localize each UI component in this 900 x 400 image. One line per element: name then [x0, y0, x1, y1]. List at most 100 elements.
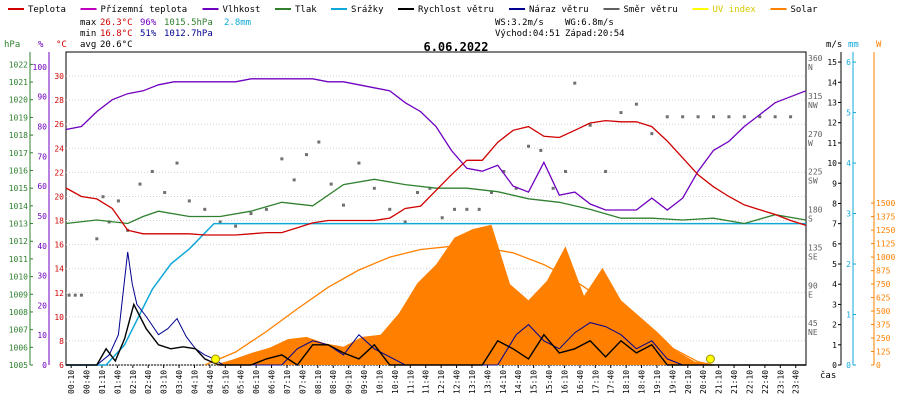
x-tick-label: 13:40	[483, 370, 492, 394]
solar-tick-label: 1500	[876, 199, 895, 208]
wind-dir-point	[789, 115, 793, 119]
x-tick-label: 16:40	[576, 370, 585, 394]
wind-dir-tick-label: 45	[808, 319, 818, 328]
temperature-series-line	[65, 119, 807, 236]
wind-dir-point	[514, 186, 518, 190]
legend-label-0: Teplota	[28, 5, 66, 15]
x-tick-label: 16:10	[560, 370, 569, 394]
wind-dir-point	[712, 115, 715, 119]
humidity-tick-label: 70	[37, 152, 47, 161]
wind-dir-point	[634, 102, 638, 106]
rain-tick-label: 5	[846, 109, 851, 118]
rain-series-line	[66, 222, 806, 366]
x-tick-label: 07:40	[298, 370, 307, 394]
legend-label-8: UV index	[713, 5, 757, 15]
x-tick-label: 14:10	[499, 370, 508, 394]
legend-label-3: Tlak	[295, 5, 317, 15]
humidity-tick-label: 20	[37, 301, 47, 310]
temperature-tick-label: 14	[54, 265, 64, 274]
x-tick-label: 09:10	[345, 370, 354, 394]
pressure-tick-label: 1022	[9, 60, 28, 69]
humidity-tick-label: 0	[42, 361, 47, 370]
rain-tick-label: 1	[846, 311, 851, 320]
legend-label-9: Solar	[791, 5, 819, 15]
legend-label-5: Rychlost větru	[418, 5, 494, 15]
wind-dir-point	[650, 132, 654, 136]
x-tick-label: 13:10	[468, 370, 477, 394]
wind-dir-point	[264, 207, 268, 211]
sunrise-time: Východ:04:51	[495, 29, 560, 39]
solar-tick-label: 1375	[876, 213, 895, 222]
solar-unit: W	[876, 40, 882, 50]
wind-dir-tick-label: 135	[808, 243, 823, 252]
wind-dir-point	[280, 157, 284, 161]
pressure-tick-label: 1017	[9, 149, 28, 158]
wind-speed-tick-label: 0	[832, 361, 837, 370]
solar-area	[66, 224, 806, 365]
wind-speed-avg: WS:3.2m/s	[495, 18, 544, 28]
humidity-tick-label: 90	[37, 93, 47, 102]
wind-speed-tick-label: 9	[832, 179, 837, 188]
wind-dir-tick-label: 315	[808, 92, 823, 101]
humidity-unit: %	[38, 40, 44, 50]
wind-speed-tick-label: 10	[827, 159, 837, 168]
wind-speed-tick-label: 1	[832, 341, 837, 350]
wind-speed-tick-label: 6	[832, 240, 837, 249]
legend-label-4: Srážky	[351, 5, 384, 15]
wind-dir-point	[150, 169, 154, 173]
wind-dir-point	[773, 115, 777, 119]
pressure-tick-label: 1021	[9, 78, 28, 87]
wind-dir-point	[527, 144, 530, 148]
rain-tick-label: 2	[846, 260, 851, 269]
humidity-tick-label: 30	[37, 272, 47, 281]
x-tick-label: 17:40	[607, 370, 616, 394]
x-tick-label: 06:10	[252, 370, 261, 394]
wind-dir-tick-compass: S	[808, 215, 813, 224]
wind-dir-point	[163, 191, 167, 195]
wind-dir-point	[564, 169, 567, 173]
solar-tick-label: 0	[876, 361, 881, 370]
pressure-series-line	[65, 178, 807, 225]
stats-block: max 26.3°C 96% 1015.5hPa 2.8mm min 16.8°…	[80, 18, 251, 50]
solar-clear-sky-line	[204, 245, 714, 366]
axes: 6810121416182022242628301005100610071008…	[9, 51, 895, 394]
x-tick-label: 20:10	[684, 370, 693, 394]
wind-dir-point	[588, 123, 592, 127]
wind-dir-tick-label: 180	[808, 206, 823, 215]
temperature-tick-label: 10	[54, 313, 64, 322]
pressure-tick-label: 1016	[9, 166, 28, 175]
humidity-tick-label: 80	[37, 123, 47, 132]
wind-dir-point	[490, 191, 493, 195]
wind-dir-point	[665, 115, 669, 119]
pressure-unit: hPa	[4, 40, 20, 50]
wind-dir-tick-compass: E	[808, 290, 813, 299]
temperature-tick-label: 6	[59, 361, 64, 370]
chart-title: 6.06.2022	[423, 40, 488, 54]
wind-dir-point	[317, 140, 321, 144]
temperature-tick-label: 24	[54, 144, 64, 153]
pressure-tick-label: 1005	[9, 361, 28, 370]
pressure-tick-label: 1018	[9, 131, 28, 140]
stats-min-hum: 51%	[140, 29, 157, 39]
x-tick-label: 21:40	[730, 370, 739, 394]
pressure-tick-label: 1009	[9, 290, 28, 299]
temperature-tick-label: 30	[54, 72, 64, 81]
wind-dir-point	[342, 203, 345, 207]
wind-speed-tick-label: 11	[827, 139, 837, 148]
wind-unit: m/s	[826, 40, 842, 50]
x-tick-label: 15:40	[545, 370, 554, 394]
wind-speed-tick-label: 12	[827, 119, 837, 128]
x-tick-label: 00:10	[67, 370, 76, 394]
humidity-tick-label: 50	[37, 212, 47, 221]
wind-dir-point	[292, 178, 296, 182]
pressure-tick-label: 1012	[9, 237, 28, 246]
solar-tick-label: 500	[876, 307, 891, 316]
wind-dir-point	[453, 207, 456, 211]
wind-dir-tick-label: 225	[808, 168, 823, 177]
wind-dir-point	[79, 293, 83, 297]
wind-dir-tick-compass: W	[808, 139, 813, 148]
x-tick-label: 09:40	[360, 370, 369, 394]
pressure-tick-label: 1019	[9, 113, 28, 122]
x-tick-label: 03:40	[175, 370, 184, 394]
